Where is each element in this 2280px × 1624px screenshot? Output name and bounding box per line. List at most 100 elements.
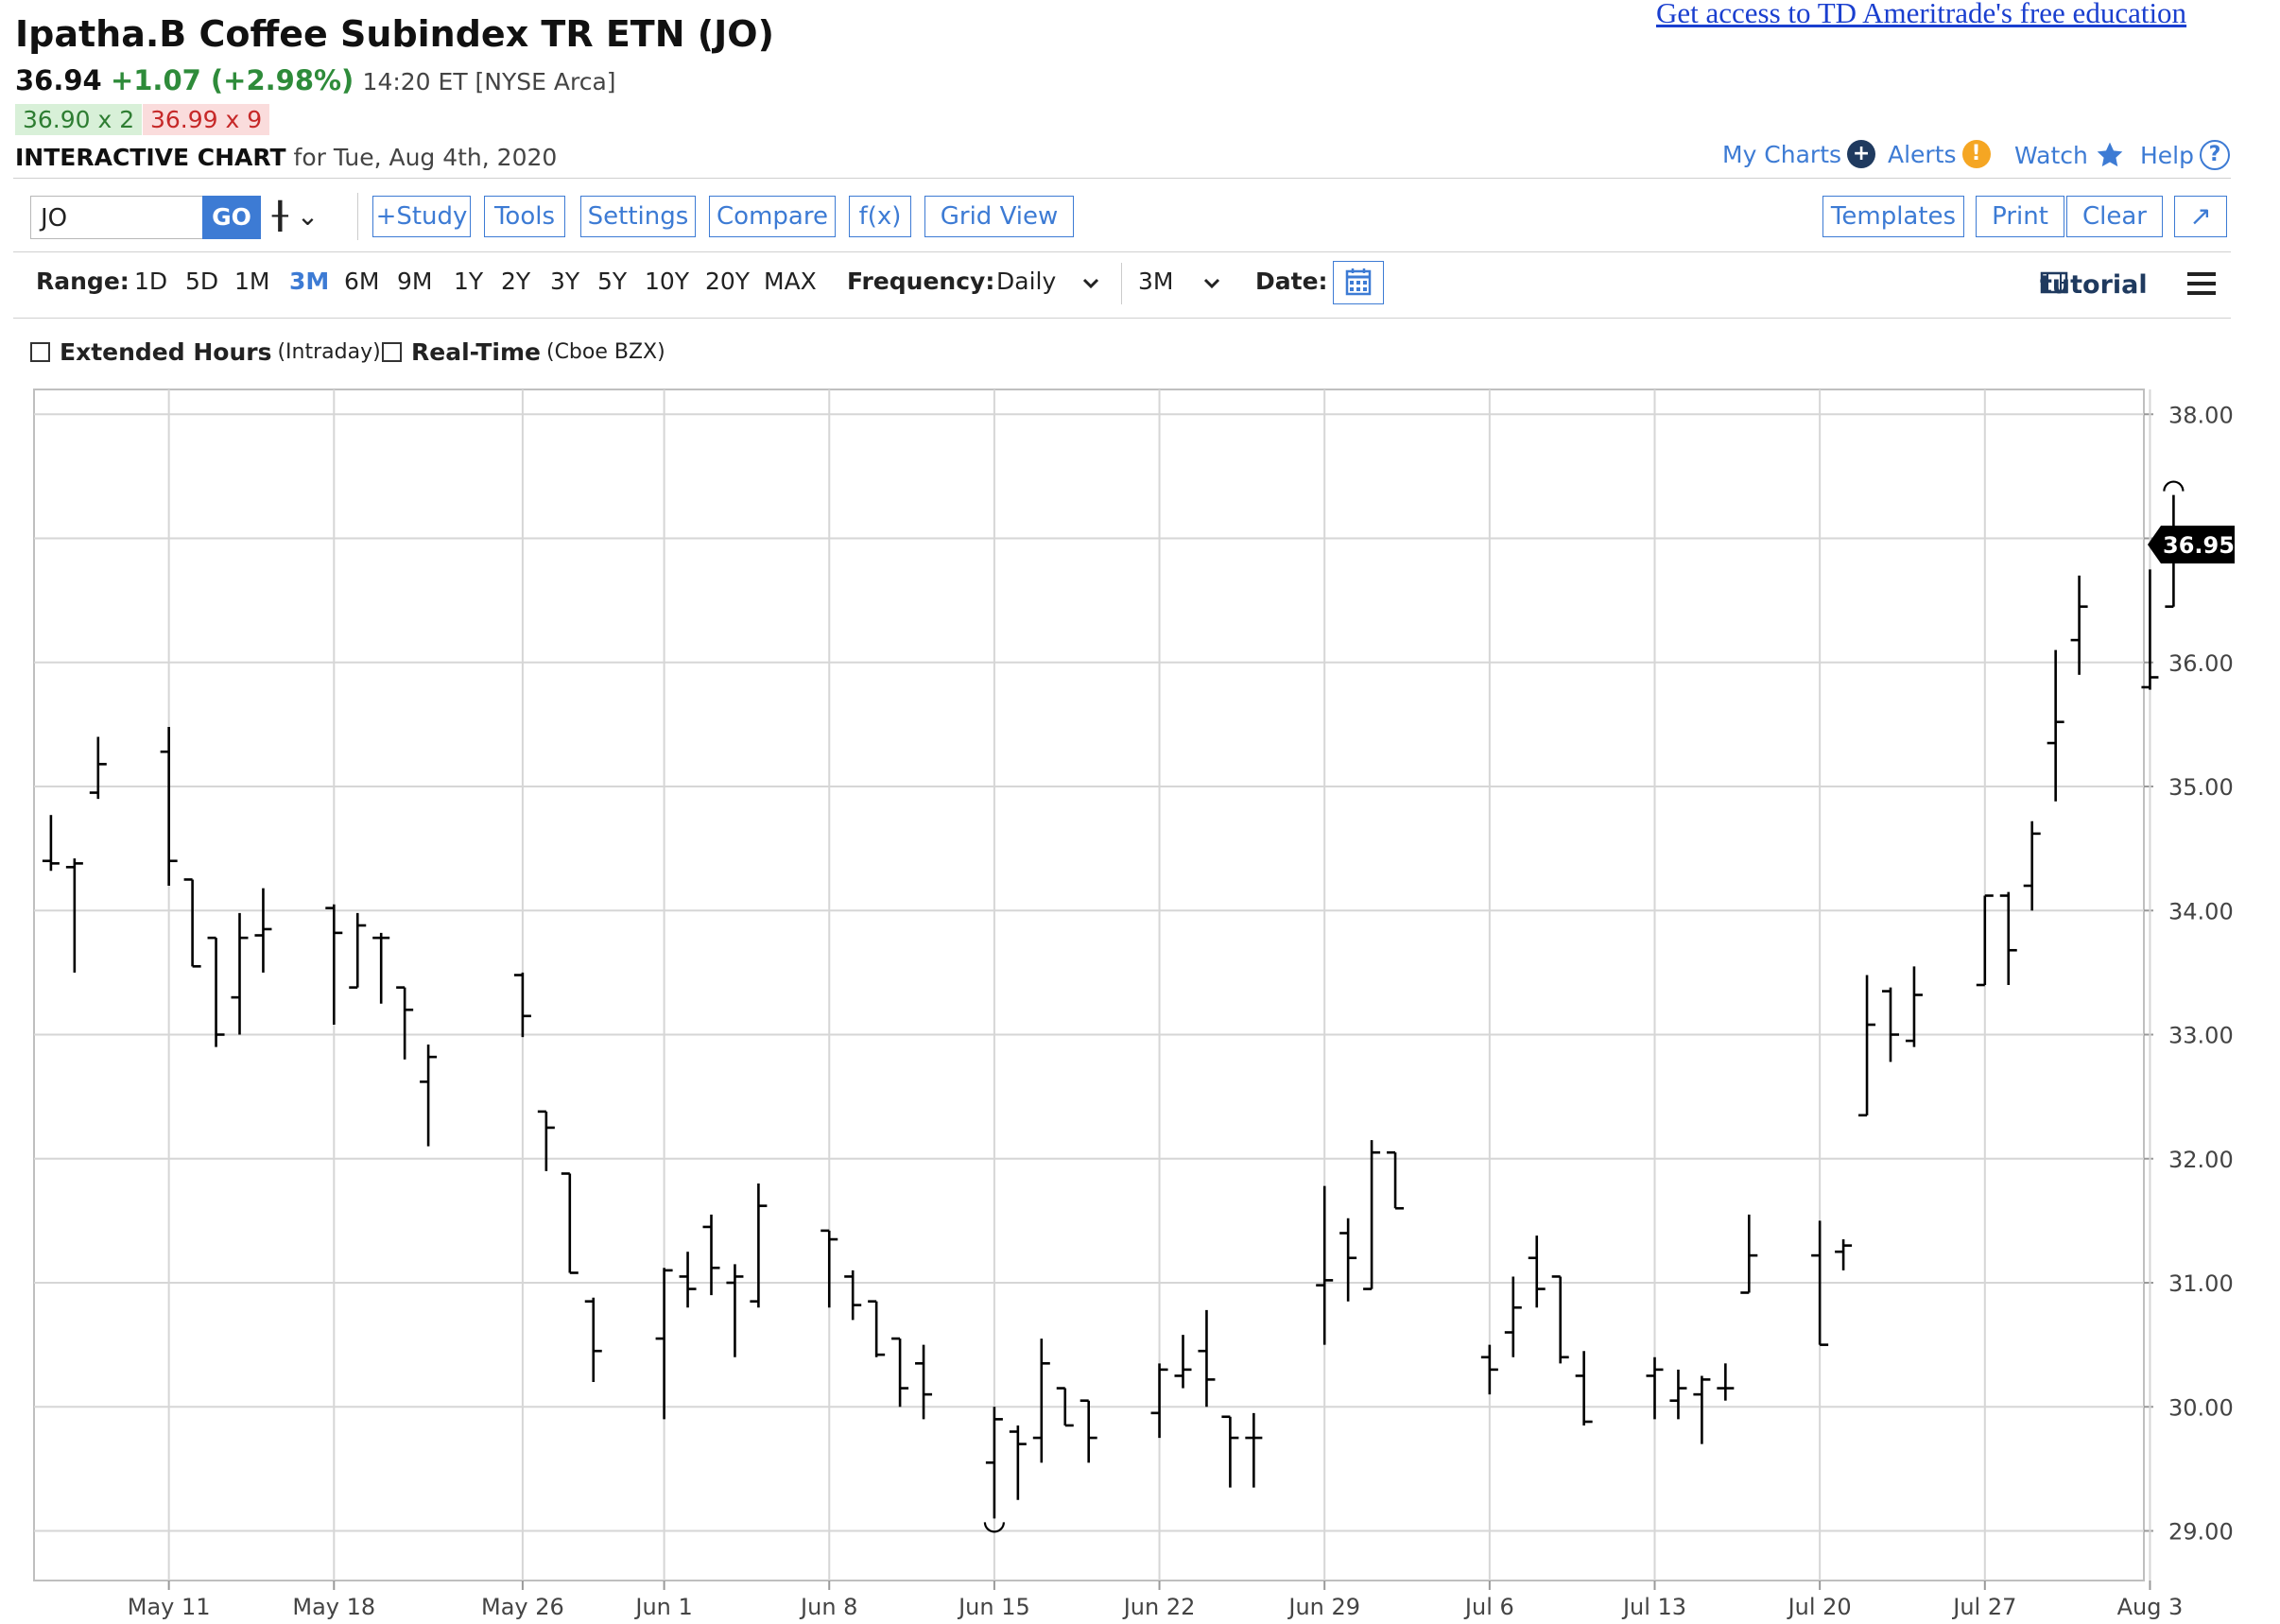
ohlc-bar xyxy=(1551,1275,1569,1364)
low-marker xyxy=(983,1522,1005,1533)
settings-button[interactable]: Settings xyxy=(580,196,696,237)
plus-icon: + xyxy=(1847,140,1876,168)
ohlc-bar xyxy=(726,1264,744,1357)
chart-label: INTERACTIVE CHART xyxy=(15,144,286,171)
range-20y[interactable]: 20Y xyxy=(705,268,751,295)
range-6m[interactable]: 6M xyxy=(344,268,380,295)
x-tick-label: Jul 27 xyxy=(1951,1594,2016,1620)
help-label: Help xyxy=(2140,141,2194,169)
watch-label: Watch xyxy=(2014,141,2088,169)
y-tick-label: 33.00 xyxy=(2168,1023,2234,1049)
real-time-label: Real-Time xyxy=(411,338,541,366)
watch-link[interactable]: Watch xyxy=(2014,140,2126,170)
ohlc-bar xyxy=(1717,1363,1735,1401)
x-tick-label: May 26 xyxy=(481,1594,564,1620)
high-marker xyxy=(2163,480,2185,492)
tutorial-link[interactable]: tutorial xyxy=(2040,270,2148,300)
ohlc-bar xyxy=(1504,1276,1522,1357)
range-1d[interactable]: 1D xyxy=(134,268,168,295)
chevron-down-icon xyxy=(1083,278,1099,289)
grid-view-button[interactable]: Grid View xyxy=(924,196,1074,237)
last-price-label: 36.95 xyxy=(2163,532,2235,559)
ohlc-bar xyxy=(1882,987,1899,1063)
ohlc-bar xyxy=(2047,649,2064,802)
x-tick-label: May 11 xyxy=(128,1594,211,1620)
range-label: Range: xyxy=(36,268,130,295)
ohlc-bar xyxy=(1198,1309,1216,1408)
range-1y[interactable]: 1Y xyxy=(454,268,484,295)
alerts-link[interactable]: Alerts ! xyxy=(1888,140,1991,168)
ohlc-bar xyxy=(868,1300,886,1357)
ohlc-bar xyxy=(65,858,83,973)
calendar-icon xyxy=(1345,268,1372,296)
ohlc-bar xyxy=(1976,894,1994,987)
ohlc-bar xyxy=(513,972,531,1038)
expand-icon[interactable]: ↗ xyxy=(2174,196,2227,237)
ohlc-bar xyxy=(207,936,225,1047)
print-button[interactable]: Print xyxy=(1976,196,2064,237)
my-charts-link[interactable]: My Charts + xyxy=(1722,140,1876,168)
frequency-dropdown[interactable]: Daily xyxy=(996,268,1099,295)
price-change: +1.07 (+2.98%) xyxy=(110,64,354,96)
period-dropdown[interactable]: 3M xyxy=(1138,268,1220,295)
ohlc-bar xyxy=(1032,1339,1050,1463)
ohlc-bar xyxy=(254,888,272,973)
date-picker-button[interactable] xyxy=(1333,261,1384,304)
go-button[interactable]: GO xyxy=(202,196,261,239)
tools-button[interactable]: Tools xyxy=(484,196,565,237)
ohlc-bar xyxy=(420,1045,438,1147)
ohlc-bar xyxy=(1245,1412,1263,1488)
fx-button[interactable]: f(x) xyxy=(849,196,911,237)
ohlc-bar xyxy=(1999,891,2017,985)
chart-type-dropdown[interactable]: ╂ ⌄ xyxy=(272,200,320,232)
checkbox-icon xyxy=(30,342,50,362)
y-tick-label: 36.00 xyxy=(2168,650,2234,677)
ohlc-bar xyxy=(1575,1351,1593,1425)
help-link[interactable]: Help ? xyxy=(2140,140,2230,170)
quote-line: 36.94 +1.07 (+2.98%) 14:20 ET [NYSE Arca… xyxy=(15,64,616,96)
ohlc-bar xyxy=(183,878,201,968)
y-tick-label: 31.00 xyxy=(2168,1270,2234,1297)
symbol-input[interactable]: JO xyxy=(30,196,202,239)
toolbar-separator xyxy=(357,193,358,240)
last-price: 36.94 xyxy=(15,64,102,96)
extended-hours-checkbox[interactable]: Extended Hours (Intraday) xyxy=(30,338,381,366)
ohlc-bar xyxy=(1080,1399,1097,1463)
range-5d[interactable]: 5D xyxy=(185,268,219,295)
compare-button[interactable]: Compare xyxy=(709,196,836,237)
range-2y[interactable]: 2Y xyxy=(501,268,531,295)
range-max[interactable]: MAX xyxy=(764,268,817,295)
ohlc-bar xyxy=(1174,1335,1192,1389)
ohlc-bar xyxy=(985,1407,1003,1519)
x-tick-label: Aug 3 xyxy=(2117,1594,2184,1620)
range-1m[interactable]: 1M xyxy=(234,268,270,295)
ohlc-bar xyxy=(1316,1185,1334,1345)
range-3y[interactable]: 3Y xyxy=(550,268,580,295)
real-time-note: (Cboe BZX) xyxy=(545,340,665,364)
ohlc-bar xyxy=(561,1172,579,1274)
ohlc-bar xyxy=(1387,1150,1405,1210)
range-10y[interactable]: 10Y xyxy=(645,268,690,295)
x-tick-label: Jun 22 xyxy=(1122,1594,1196,1620)
education-promo-link[interactable]: Get access to TD Ameritrade's free educa… xyxy=(1656,0,2187,29)
range-9m[interactable]: 9M xyxy=(397,268,433,295)
star-icon xyxy=(2097,142,2123,167)
header-divider xyxy=(13,178,2231,179)
x-tick-label: Jun 29 xyxy=(1287,1594,1360,1620)
hamburger-menu-icon[interactable] xyxy=(2185,270,2218,297)
last-price-marker xyxy=(2148,526,2235,564)
y-tick-label: 30.00 xyxy=(2168,1394,2234,1421)
study-button[interactable]: +Study xyxy=(372,196,471,237)
range-5y[interactable]: 5Y xyxy=(597,268,628,295)
templates-button[interactable]: Templates xyxy=(1822,196,1964,237)
ohlc-bars xyxy=(42,480,2185,1533)
range-3m[interactable]: 3M xyxy=(289,268,330,295)
ohlc-bar xyxy=(915,1344,933,1420)
ohlc-bar xyxy=(372,932,390,1004)
ohlc-bar xyxy=(1835,1239,1853,1270)
real-time-checkbox[interactable]: Real-Time (Cboe BZX) xyxy=(382,338,665,366)
ohlc-bar xyxy=(1150,1363,1168,1439)
clear-button[interactable]: Clear xyxy=(2066,196,2163,237)
ohlc-bar xyxy=(1221,1415,1239,1488)
ohlc-bar xyxy=(231,912,249,1035)
